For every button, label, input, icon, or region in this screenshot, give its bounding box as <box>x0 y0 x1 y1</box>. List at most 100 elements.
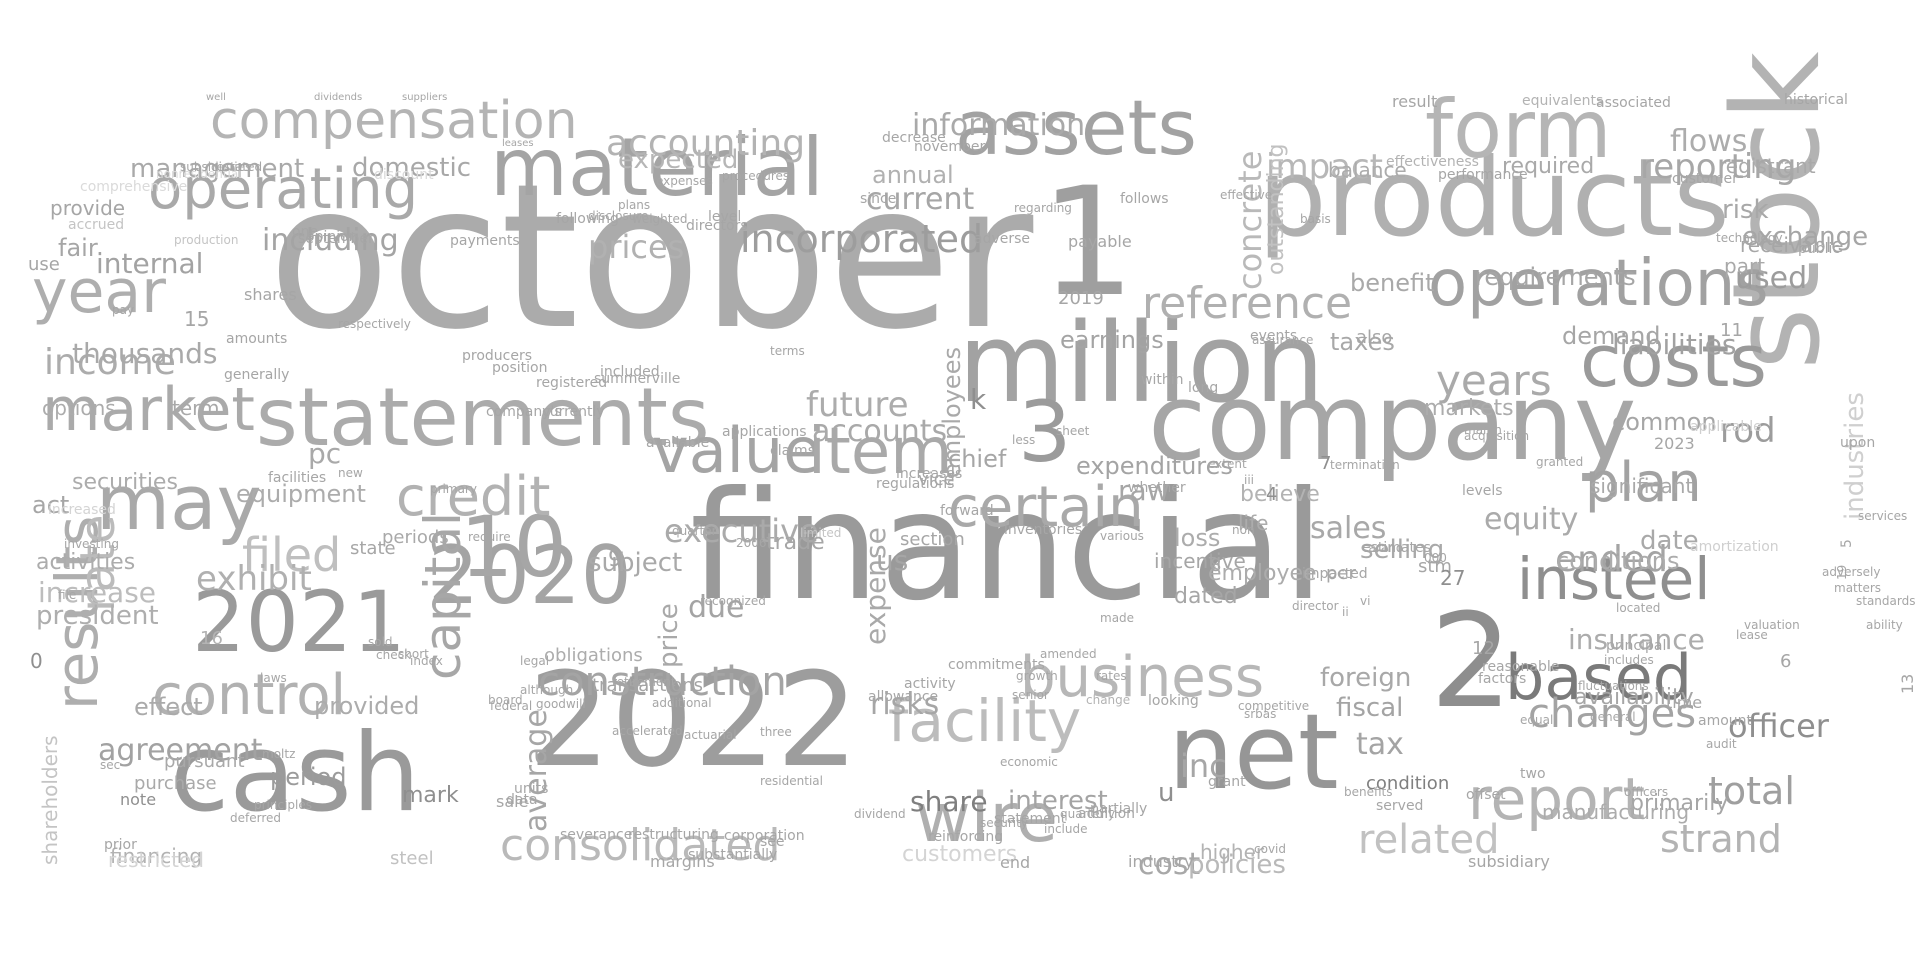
word-assurance: assurance <box>1252 333 1314 347</box>
word-served: served <box>1376 798 1424 814</box>
word-term: term <box>172 396 220 420</box>
word-primary: primary <box>430 482 477 496</box>
word-decrease: decrease <box>882 130 946 146</box>
word-agreement: agreement <box>98 733 263 768</box>
word-pc: pc <box>308 437 342 470</box>
word-performance: performance <box>1438 167 1528 183</box>
word-27: 27 <box>1440 566 1466 590</box>
word-position: position <box>492 360 548 376</box>
word-stm: stm <box>1418 556 1452 577</box>
word-based: based <box>1505 641 1693 714</box>
word-cash: cash <box>170 711 421 836</box>
word-partially: partially <box>1090 801 1148 817</box>
word-factors: factors <box>1478 671 1527 687</box>
word-follows: follows <box>1120 191 1169 207</box>
word-share: share <box>910 785 988 818</box>
word-sold: sold <box>368 635 393 649</box>
word-prior: prior <box>104 837 137 853</box>
word-file: file <box>58 588 77 602</box>
word-increase: increase <box>38 576 157 609</box>
word-november: november <box>914 139 986 155</box>
word-life: life <box>1238 511 1269 535</box>
word-impact: impact <box>1266 147 1384 187</box>
word-k: k <box>970 383 987 416</box>
word-basis: basis <box>1300 212 1331 226</box>
word-nonresidential: nonresidential <box>156 167 242 181</box>
word-availability: availability <box>1574 685 1694 710</box>
word-growth: growth <box>1016 669 1058 683</box>
word-president: president <box>36 601 159 631</box>
word-5: 5 <box>1839 539 1855 548</box>
word-require: require <box>468 530 511 544</box>
word-amended: amended <box>1040 647 1097 661</box>
word-carano: carano <box>1362 541 1404 555</box>
word-whether: whether <box>1128 480 1186 496</box>
word-accounting: accounting <box>606 123 806 164</box>
word-three: three <box>760 725 792 739</box>
word-activities: activities <box>36 550 136 575</box>
word-strand: strand <box>1660 817 1782 861</box>
word-adversely: adversely <box>1822 565 1881 579</box>
word-subsidiaries: subsidiaries <box>180 160 252 174</box>
word-13: 13 <box>1898 673 1917 694</box>
word-part: part <box>1724 254 1766 278</box>
word-compensation: compensation <box>210 91 578 151</box>
word-financial: financial <box>690 460 1325 634</box>
word-terms: terms <box>770 344 805 358</box>
word-lease: lease <box>1736 628 1768 642</box>
word-fluctuations: fluctuations <box>1578 679 1649 693</box>
word-shareholders: shareholders <box>38 735 62 865</box>
word-addition: addition <box>1078 806 1136 822</box>
word-domestic: domestic <box>352 153 471 183</box>
word-payments: payments <box>450 233 520 249</box>
word-executive: executive <box>664 512 819 550</box>
word-retirement: retirement <box>612 675 676 689</box>
word-purchase: purchase <box>134 773 217 794</box>
word-matters: matters <box>1834 581 1882 595</box>
word-concrete: concrete <box>1231 150 1269 290</box>
word-director: director <box>1292 599 1339 613</box>
word-offset: offset <box>1466 787 1506 803</box>
word-available: available <box>646 435 710 451</box>
word-operating: operating <box>148 157 419 222</box>
word-benefits: benefits <box>1344 785 1393 799</box>
word-sec: sec <box>100 758 121 772</box>
word-steel: steel <box>390 848 434 869</box>
word-within: within <box>1141 372 1184 388</box>
word-statement: statement <box>994 811 1067 827</box>
word-applicable: applicable <box>1690 419 1762 435</box>
word-time: time <box>1666 693 1703 712</box>
word-services: services <box>1858 509 1908 523</box>
word-obligations: obligations <box>544 645 643 666</box>
word-ability: ability <box>1866 618 1903 632</box>
word-covid: covid <box>1254 842 1286 856</box>
word-including: including <box>262 223 399 258</box>
word-significant: significant <box>1590 474 1694 498</box>
word-value: value <box>652 414 822 487</box>
word-see: see <box>760 834 785 850</box>
word-one: one <box>292 224 319 240</box>
word-risks: risks <box>870 687 940 722</box>
word-2020: 2020 <box>428 529 632 622</box>
word-future: future <box>806 385 909 425</box>
word-rates: rates <box>1096 669 1127 683</box>
word-year: year <box>32 257 166 327</box>
word-various: various <box>1100 529 1144 543</box>
word-state: state <box>350 538 396 559</box>
word-thousands: thousands <box>72 337 218 370</box>
word-reference: reference <box>1142 278 1353 329</box>
word-inventories: inventories <box>1004 522 1083 538</box>
word-periods: periods <box>382 527 449 548</box>
word-claims: claims <box>770 443 815 459</box>
word-amounts: amounts <box>226 331 288 347</box>
word-earnings: earnings <box>1060 326 1164 354</box>
word-related: related <box>1358 817 1500 863</box>
word-facilities: facilities <box>268 470 327 486</box>
word-000: 000 <box>1424 551 1447 565</box>
word-located: located <box>1616 601 1661 615</box>
word-average: average <box>519 709 554 832</box>
word-customers: customers <box>902 842 1018 867</box>
word-credit: credit <box>396 465 551 528</box>
word-employee: employee <box>1208 561 1317 586</box>
word-2019: 2019 <box>1058 288 1104 309</box>
